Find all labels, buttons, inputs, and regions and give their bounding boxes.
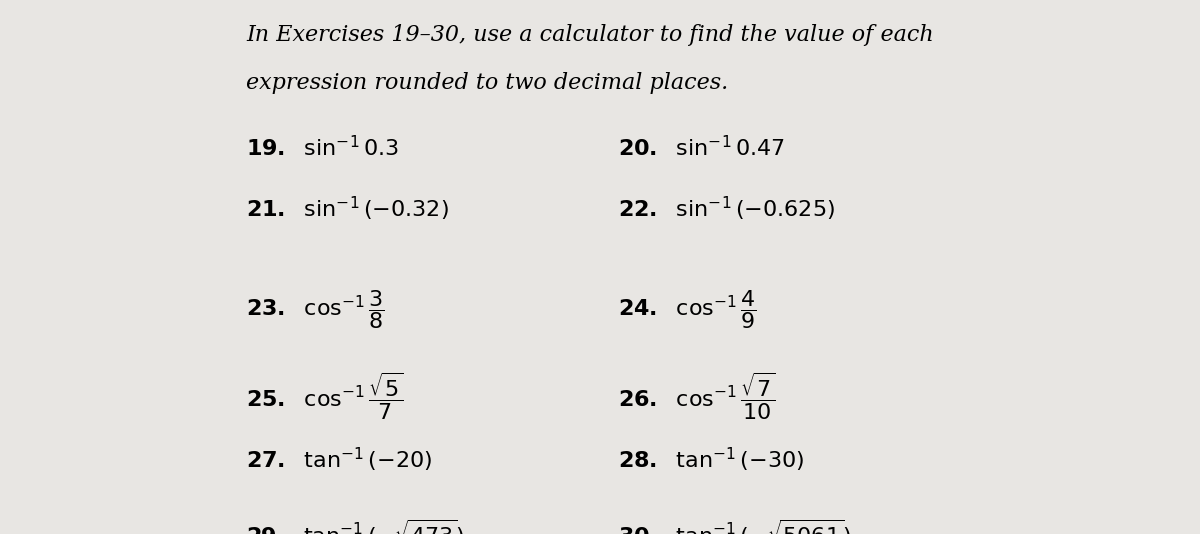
Text: $\mathbf{29.}$  $\tan^{-1}(-\sqrt{473})$: $\mathbf{29.}$ $\tan^{-1}(-\sqrt{473})$ (246, 518, 464, 534)
Text: $\mathbf{28.}$  $\tan^{-1}(-30)$: $\mathbf{28.}$ $\tan^{-1}(-30)$ (618, 446, 804, 474)
Text: $\mathbf{23.}$  $\cos^{-1}\dfrac{3}{8}$: $\mathbf{23.}$ $\cos^{-1}\dfrac{3}{8}$ (246, 288, 385, 331)
Text: $\mathbf{19.}$  $\sin^{-1}0.3$: $\mathbf{19.}$ $\sin^{-1}0.3$ (246, 136, 398, 161)
Text: $\mathbf{24.}$  $\cos^{-1}\dfrac{4}{9}$: $\mathbf{24.}$ $\cos^{-1}\dfrac{4}{9}$ (618, 288, 757, 331)
Text: $\mathbf{21.}$  $\sin^{-1}(-0.32)$: $\mathbf{21.}$ $\sin^{-1}(-0.32)$ (246, 195, 449, 223)
Text: $\mathbf{30.}$  $\tan^{-1}(-\sqrt{5061})$: $\mathbf{30.}$ $\tan^{-1}(-\sqrt{5061})$ (618, 518, 851, 534)
Text: $\mathbf{25.}$  $\cos^{-1}\dfrac{\sqrt{5}}{7}$: $\mathbf{25.}$ $\cos^{-1}\dfrac{\sqrt{5}… (246, 371, 403, 422)
Text: expression rounded to two decimal places.: expression rounded to two decimal places… (246, 72, 728, 94)
Text: $\mathbf{27.}$  $\tan^{-1}(-20)$: $\mathbf{27.}$ $\tan^{-1}(-20)$ (246, 446, 432, 474)
Text: $\mathbf{22.}$  $\sin^{-1}(-0.625)$: $\mathbf{22.}$ $\sin^{-1}(-0.625)$ (618, 195, 835, 223)
Text: $\mathbf{26.}$  $\cos^{-1}\dfrac{\sqrt{7}}{10}$: $\mathbf{26.}$ $\cos^{-1}\dfrac{\sqrt{7}… (618, 371, 775, 422)
Text: In Exercises 19–30, use a calculator to find the value of each: In Exercises 19–30, use a calculator to … (246, 24, 934, 46)
Text: $\mathbf{20.}$  $\sin^{-1}0.47$: $\mathbf{20.}$ $\sin^{-1}0.47$ (618, 136, 785, 161)
